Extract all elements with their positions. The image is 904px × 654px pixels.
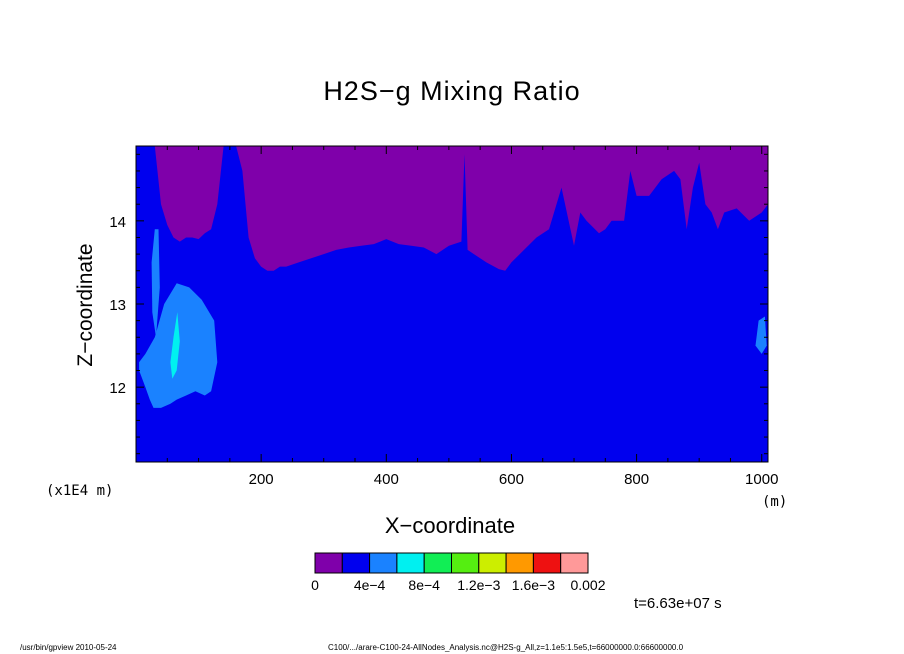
x-tick-label-800: 800: [624, 471, 649, 488]
colorbar-swatch-0: [314, 552, 343, 574]
contour-fills: [136, 146, 768, 462]
colorbar-swatch-3: [396, 552, 425, 574]
contour-patch-3: [755, 316, 767, 354]
colorbar-swatch-4: [423, 552, 453, 574]
x-tick-label-200: 200: [249, 471, 274, 488]
colorbar-swatch-8: [532, 552, 562, 574]
x-tick-label-600: 600: [499, 471, 524, 488]
colorbar-label-2: 8e−4: [408, 577, 440, 593]
colorbar: 0 4e−4 8e−4 1.2e−3 1.6e−3 0.002: [311, 552, 606, 593]
x-axis-label: X−coordinate: [384, 513, 516, 538]
colorbar-swatch-2: [369, 552, 398, 574]
y-axis-label: Z−coordinate: [74, 243, 97, 367]
contour-patch-1: [151, 229, 160, 338]
time-label: t=6.63e+07 s: [634, 595, 722, 612]
colorbar-label-5: 0.002: [570, 577, 605, 593]
colorbar-label-1: 4e−4: [354, 577, 386, 593]
y-tick-label-13: 13: [109, 297, 126, 314]
colorbar-swatch-5: [451, 552, 480, 574]
colorbar-swatch-7: [505, 552, 534, 574]
x-axis-unit: (m): [762, 494, 788, 510]
contour-level-1: [136, 146, 768, 462]
plot-area: [136, 146, 768, 462]
x-tick-label-400: 400: [374, 471, 399, 488]
x-tick-label-1000: 1000: [745, 471, 778, 488]
axes: 200 400 600 800 1000 12 13 14: [109, 145, 778, 488]
y-tick-label-12: 12: [109, 380, 126, 397]
colorbar-swatch-6: [478, 552, 507, 574]
chart-title: H2S−g Mixing Ratio: [323, 76, 581, 106]
contour-patch-2: [170, 312, 180, 379]
colorbar-label-0: 0: [311, 577, 319, 593]
colorbar-swatch-1: [341, 552, 371, 574]
colorbar-label-4: 1.6e−3: [512, 577, 555, 593]
y-axis-unit: (x1E4 m): [46, 483, 114, 499]
colorbar-swatch-9: [560, 552, 589, 574]
footer-program-date: /usr/bin/gpview 2010-05-24: [20, 643, 117, 652]
y-tick-label-14: 14: [109, 214, 126, 231]
colorbar-label-3: 1.2e−3: [457, 577, 500, 593]
footer-data-source: C100/.../arare-C100-24-AllNodes_Analysis…: [328, 643, 684, 652]
